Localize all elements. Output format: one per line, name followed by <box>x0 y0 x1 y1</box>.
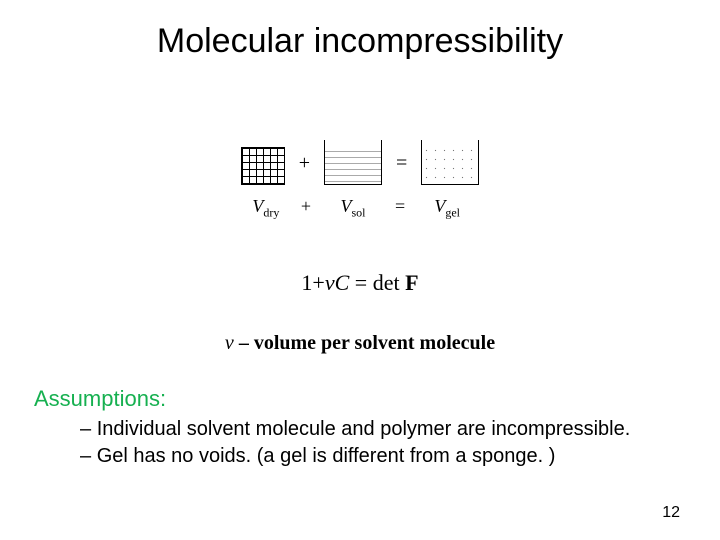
equation-diagram: + = <box>0 140 720 185</box>
equals-label: = <box>395 196 405 217</box>
assumptions-list: – Individual solvent molecule and polyme… <box>80 416 630 470</box>
v-sol-label: Vsol <box>325 196 381 221</box>
list-item: – Individual solvent molecule and polyme… <box>80 416 630 443</box>
equals-icon: = <box>392 152 411 185</box>
v-gel-label: Vgel <box>419 196 475 221</box>
v-dry-label: Vdry <box>245 196 287 221</box>
volume-labels: Vdry + Vsol = Vgel <box>0 196 720 221</box>
plus-icon: + <box>295 152 314 185</box>
symbol-definition: v – volume per solvent molecule <box>0 332 720 355</box>
gel-box <box>421 140 479 185</box>
constraint-formula: 1+vC = det F <box>0 270 720 296</box>
page-title: Molecular incompressibility <box>0 22 720 61</box>
dry-polymer-box <box>241 147 285 185</box>
assumptions-heading: Assumptions: <box>34 386 166 412</box>
list-item: – Gel has no voids. (a gel is different … <box>80 443 630 470</box>
solvent-box <box>324 140 382 185</box>
plus-label: + <box>301 196 311 217</box>
page-number: 12 <box>662 504 680 522</box>
